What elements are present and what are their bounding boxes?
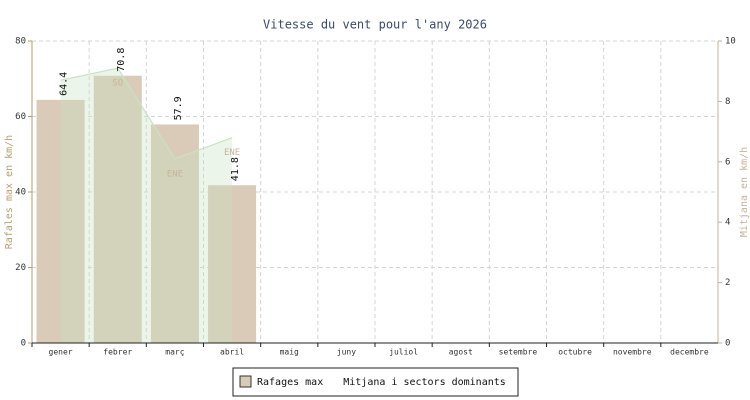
area-line — [60, 67, 233, 160]
y2-tick-label: 4 — [725, 218, 730, 228]
x-tick-label: març — [165, 348, 184, 357]
value-label: 41.8 — [230, 157, 241, 181]
y2-tick-label: 8 — [725, 97, 730, 107]
x-tick-label: agost — [449, 348, 473, 357]
x-tick-label: febrer — [103, 348, 132, 357]
x-tick-label: novembre — [613, 348, 652, 357]
legend-label: Rafages max — [257, 377, 323, 388]
y2-tick-label: 6 — [725, 157, 730, 167]
value-label: 57.9 — [173, 96, 184, 120]
legend-swatch — [239, 375, 252, 388]
x-tick-label: juny — [337, 348, 356, 357]
y-tick-label: 60 — [15, 112, 26, 122]
y-axis-title: Rafales max en km/h — [4, 135, 15, 249]
sector-label: ENE — [224, 148, 240, 158]
area — [60, 68, 233, 344]
y-tick-label: 0 — [21, 339, 26, 349]
y2-tick-label: 0 — [725, 339, 730, 349]
sector-label: ENE — [167, 169, 183, 179]
bar — [150, 124, 199, 344]
bar — [36, 99, 85, 343]
legend-label: Mitjana i sectors dominants — [343, 377, 506, 388]
x-tick-label: decembre — [670, 348, 709, 357]
x-tick-label: juliol — [389, 348, 418, 357]
x-tick-label: gener — [49, 348, 73, 357]
value-label: 64.4 — [59, 72, 70, 96]
y-tick-label: 40 — [15, 188, 26, 198]
bar — [208, 185, 257, 343]
sector-label: SO — [112, 79, 123, 89]
y2-tick-label: 10 — [725, 37, 736, 47]
y2-tick-label: 2 — [725, 278, 730, 288]
legend-box — [232, 367, 519, 397]
x-tick-label: maig — [280, 348, 299, 357]
chart-title: Vitesse du vent pour l'any 2026 — [263, 18, 487, 32]
x-tick-label: octubre — [558, 348, 592, 357]
y-tick-label: 20 — [15, 263, 26, 273]
value-label: 70.8 — [116, 48, 127, 72]
bar — [93, 75, 142, 343]
y-tick-label: 80 — [15, 37, 26, 47]
x-tick-label: setembre — [499, 348, 538, 357]
y2-axis-title: Mitjana en km/h — [739, 147, 750, 237]
x-tick-label: abril — [220, 348, 244, 357]
